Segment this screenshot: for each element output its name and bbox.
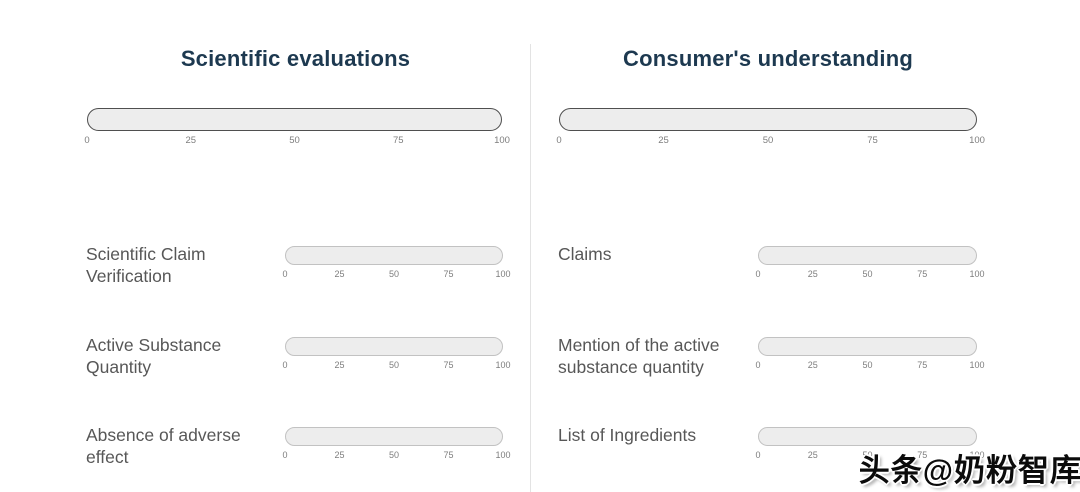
- slider-scale: 0 25 50 75 100: [84, 135, 510, 147]
- slider-track[interactable]: [285, 337, 503, 356]
- scale-tick: 25: [334, 269, 345, 279]
- slider-scale: 0 25 50 75 100: [755, 450, 984, 462]
- scale-tick: 50: [762, 135, 774, 146]
- row-label-active-substance-quantity: Active Substance Quantity: [86, 335, 222, 377]
- scale-tick: 75: [917, 360, 928, 370]
- slider-scale: 0 25 50 75 100: [755, 269, 984, 281]
- slider-track[interactable]: [87, 108, 502, 131]
- scale-tick: 0: [755, 450, 761, 460]
- scale-tick: 75: [443, 360, 454, 370]
- slider-scientific-claim-verification: 0 25 50 75 100: [282, 246, 511, 281]
- column-title-scientific: Scientific evaluations: [180, 46, 411, 71]
- scale-tick: 100: [495, 269, 511, 279]
- scale-tick: 25: [807, 269, 818, 279]
- row-label-claims: Claims: [558, 244, 612, 264]
- scale-tick: 50: [388, 269, 400, 279]
- scale-tick: 25: [185, 135, 197, 146]
- scale-tick: 50: [388, 360, 400, 370]
- overall-slider-consumer: 0 25 50 75 100: [556, 108, 985, 147]
- slider-absence-of-adverse-effect: 0 25 50 75 100: [282, 427, 511, 462]
- column-divider: [530, 44, 531, 492]
- scale-tick: 50: [862, 269, 873, 279]
- scale-tick: 75: [443, 269, 454, 279]
- scale-tick: 0: [556, 135, 562, 146]
- slider-mention-active-substance-quantity: 0 25 50 75 100: [755, 337, 985, 372]
- slider-scale: 0 25 50 75 100: [755, 360, 984, 372]
- slider-scale: 0 25 50 75 100: [282, 450, 510, 462]
- scale-tick: 75: [917, 269, 928, 279]
- scale-tick: 100: [969, 269, 985, 279]
- scale-tick: 25: [807, 360, 818, 370]
- row-label-scientific-claim-verification: Scientific Claim Verification: [86, 244, 206, 286]
- scale-tick: 100: [494, 135, 510, 146]
- row-label-list-of-ingredients: List of Ingredients: [558, 425, 697, 445]
- scale-tick: 100: [969, 450, 985, 460]
- row-label-absence-of-adverse-effect: Absence of adverse effect: [86, 425, 241, 467]
- scale-tick: 25: [334, 450, 345, 460]
- scale-tick: 0: [755, 269, 761, 279]
- slider-active-substance-quantity: 0 25 50 75 100: [282, 337, 511, 372]
- watermark-toutiao: 头条@奶粉智库: [858, 453, 1080, 488]
- scale-tick: 75: [867, 135, 878, 146]
- scale-tick: 75: [443, 450, 454, 460]
- slider-track[interactable]: [758, 246, 977, 265]
- slider-track[interactable]: [285, 427, 503, 446]
- scale-tick: 50: [289, 135, 300, 146]
- scale-tick: 0: [755, 360, 761, 370]
- scale-tick: 75: [917, 450, 928, 460]
- scale-tick: 50: [862, 360, 873, 370]
- slider-track[interactable]: [285, 246, 503, 265]
- slider-claims: 0 25 50 75 100: [755, 246, 985, 281]
- slider-scale: 0 25 50 75 100: [282, 269, 510, 281]
- slider-track[interactable]: [758, 337, 977, 356]
- slider-scale: 0 25 50 75 100: [556, 135, 985, 147]
- scale-tick: 50: [388, 450, 400, 460]
- scale-tick: 0: [84, 135, 90, 146]
- overall-slider-scientific: 0 25 50 75 100: [84, 108, 510, 147]
- scale-tick: 25: [658, 135, 669, 146]
- slider-track[interactable]: [758, 427, 977, 446]
- scale-tick: 100: [969, 360, 985, 370]
- scale-tick: 0: [282, 269, 288, 279]
- scale-tick: 50: [862, 450, 873, 460]
- scale-tick: 100: [969, 135, 985, 146]
- scale-tick: 0: [282, 360, 288, 370]
- scale-tick: 25: [334, 360, 345, 370]
- slider-list-of-ingredients: 0 25 50 75 100: [755, 427, 985, 462]
- slider-track[interactable]: [559, 108, 977, 131]
- scale-tick: 100: [495, 360, 511, 370]
- row-label-mention-active-substance-quantity: Mention of the active substance quantity: [558, 335, 720, 377]
- scale-tick: 75: [392, 135, 404, 146]
- slider-scale: 0 25 50 75 100: [282, 360, 510, 372]
- scale-tick: 100: [495, 450, 511, 460]
- scale-tick: 0: [282, 450, 288, 460]
- column-title-consumer: Consumer's understanding: [623, 46, 913, 71]
- scale-tick: 25: [807, 450, 818, 460]
